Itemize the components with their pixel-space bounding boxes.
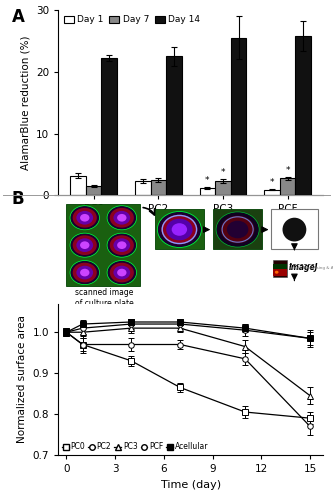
Bar [155,210,204,250]
Circle shape [110,208,134,228]
Text: scanned image
of culture plate: scanned image of culture plate [75,288,134,308]
Circle shape [110,262,134,282]
Circle shape [117,268,127,276]
Text: B: B [12,190,25,208]
Circle shape [80,268,90,276]
Circle shape [117,214,127,222]
Circle shape [73,262,97,282]
Bar [101,58,117,196]
Text: ImageJ: ImageJ [289,263,319,272]
Circle shape [73,208,97,228]
Legend: Day 1, Day 7, Day 14: Day 1, Day 7, Day 14 [60,12,204,28]
Circle shape [114,211,130,224]
Y-axis label: AlamarBlue reduction (%): AlamarBlue reduction (%) [21,36,31,170]
Circle shape [221,216,254,243]
Bar [264,190,280,196]
Circle shape [158,212,201,248]
Circle shape [70,260,100,284]
Bar [280,178,295,196]
Circle shape [76,238,93,252]
X-axis label: Time (day): Time (day) [161,480,221,490]
Circle shape [107,206,137,230]
Bar [273,264,287,268]
Circle shape [114,238,130,252]
Circle shape [275,270,278,274]
Circle shape [107,260,137,284]
Bar [70,176,86,196]
Circle shape [73,236,97,255]
Circle shape [166,218,192,240]
Ellipse shape [282,218,306,242]
Circle shape [70,206,100,230]
Circle shape [161,214,197,244]
Bar [273,268,287,276]
Bar [151,180,166,196]
Bar [215,181,231,196]
Text: A: A [12,8,25,26]
Circle shape [114,266,130,280]
Y-axis label: Normalized surface area: Normalized surface area [17,316,27,443]
Circle shape [80,242,90,249]
Circle shape [70,233,100,257]
Bar [200,188,215,196]
Bar [271,210,318,250]
Bar [213,210,262,250]
Text: Image Processing & Analysis in Java: Image Processing & Analysis in Java [289,266,333,270]
Text: *: * [205,176,210,185]
Circle shape [227,220,248,238]
Circle shape [107,233,137,257]
Bar [135,181,151,196]
Text: *: * [285,166,290,174]
Bar [86,186,101,196]
Bar [295,36,311,196]
Circle shape [216,212,259,247]
Legend: PC0, PC2, PC3, PCF, Acellular: PC0, PC2, PC3, PCF, Acellular [59,439,211,454]
Bar [231,38,246,196]
Bar [273,260,287,276]
Circle shape [76,266,93,280]
Circle shape [80,214,90,222]
Bar [66,204,140,286]
Circle shape [172,223,187,236]
Bar [166,56,181,196]
Circle shape [76,211,93,224]
Text: *: * [221,168,225,177]
Text: *: * [270,178,274,188]
Circle shape [110,236,134,255]
Circle shape [117,242,127,249]
